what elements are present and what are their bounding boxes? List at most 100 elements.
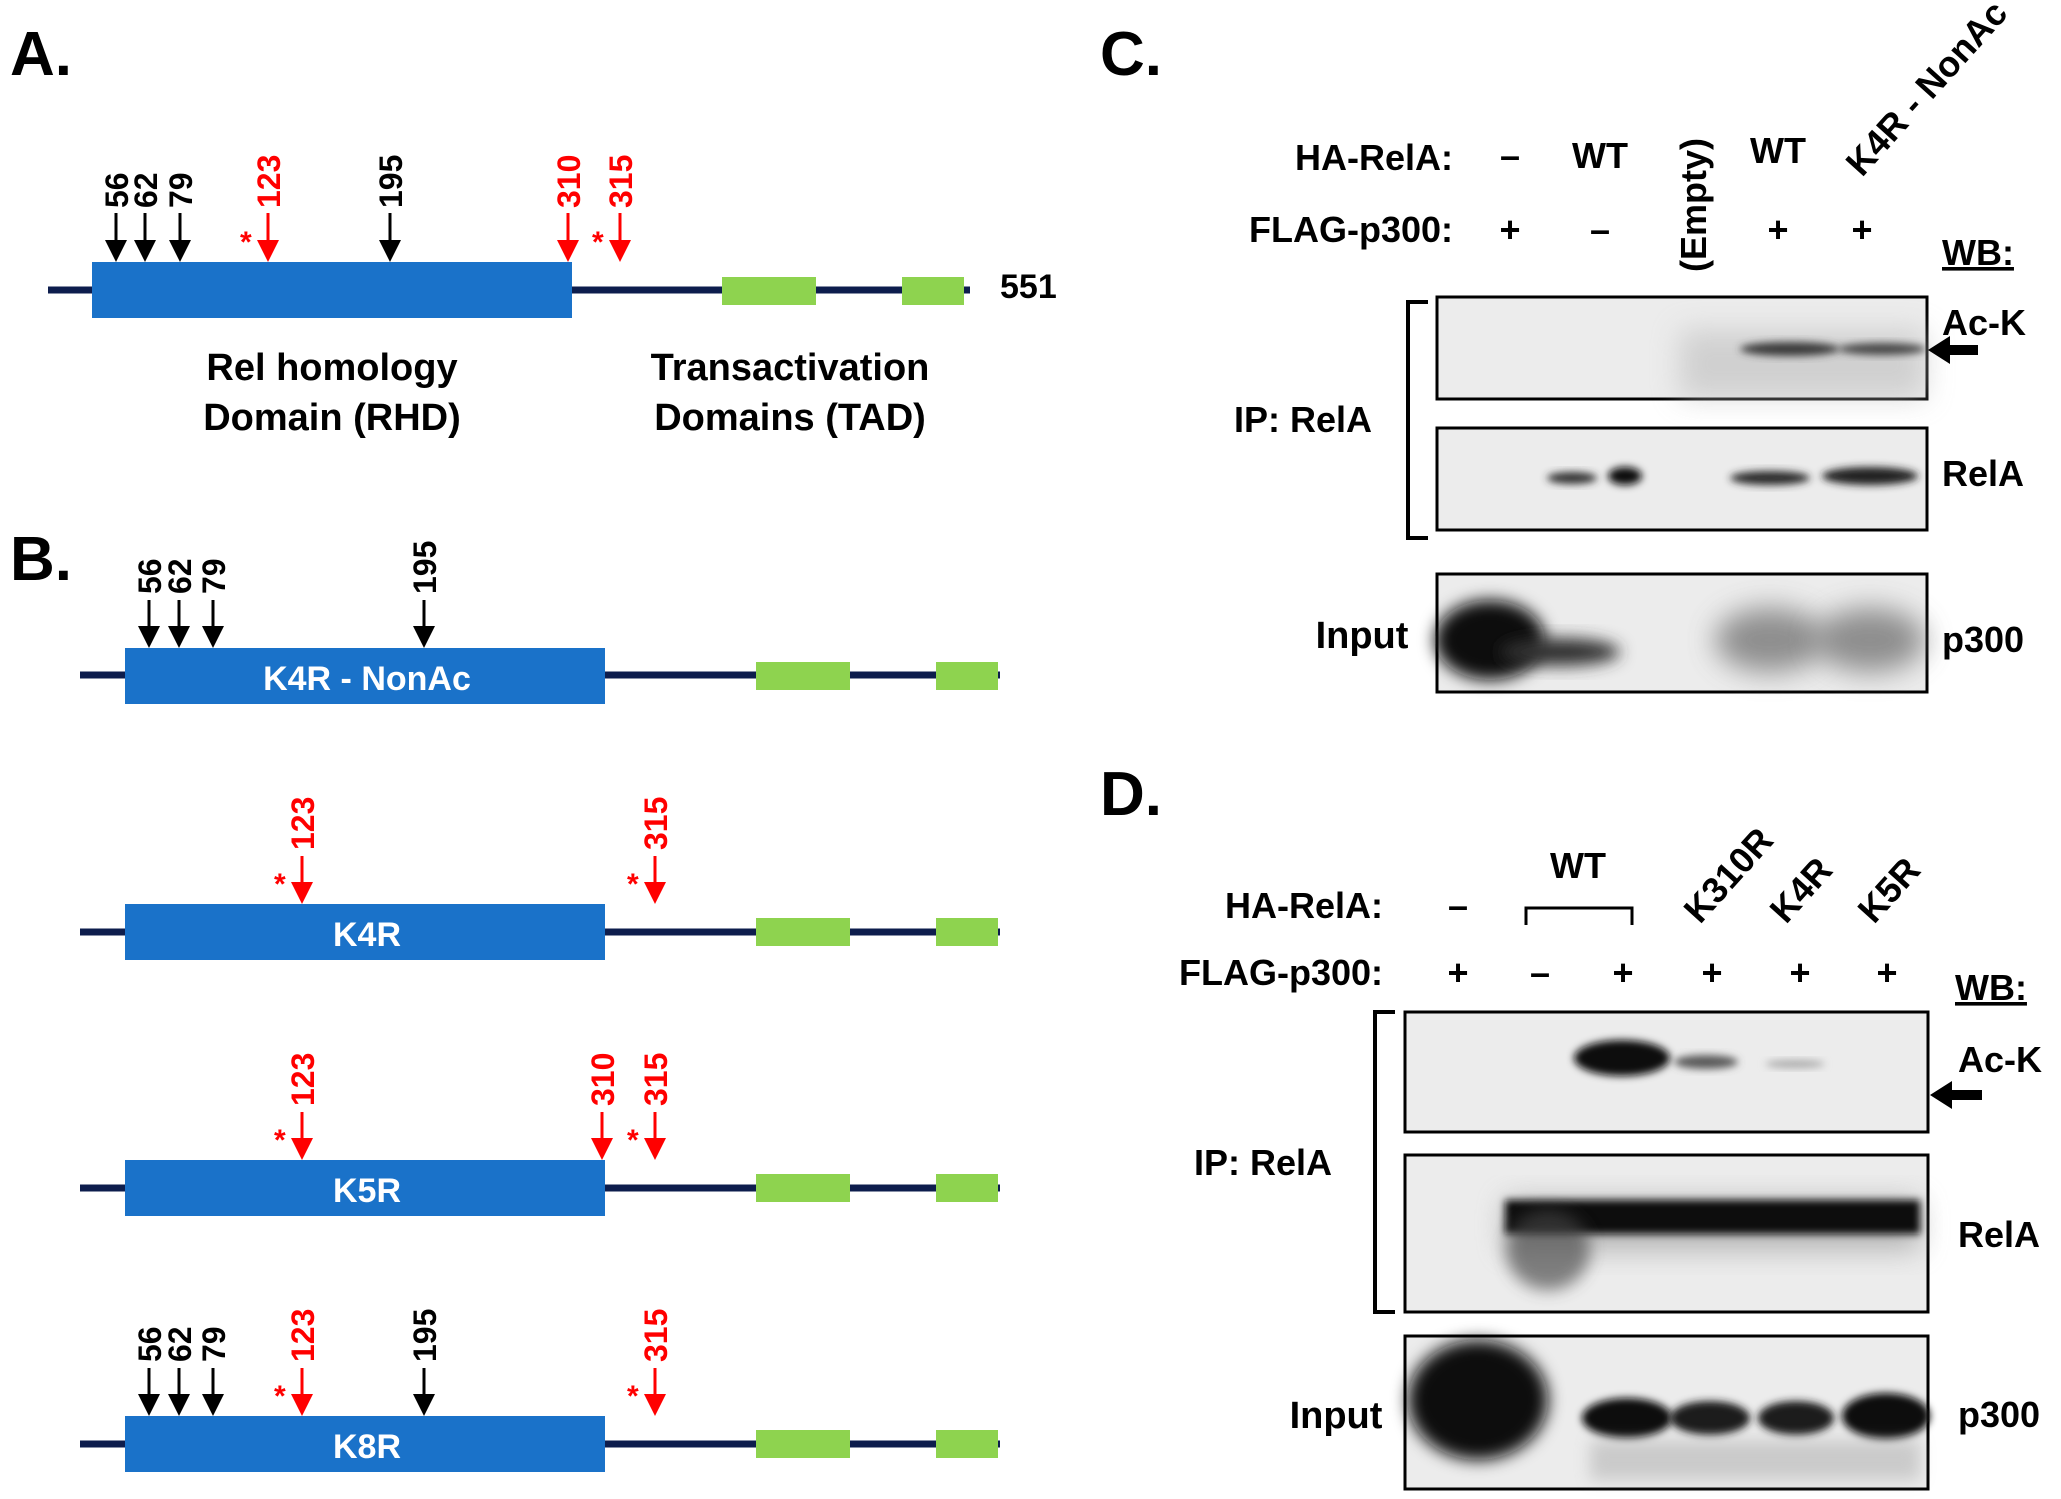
ha-lane-2: WT [1572, 135, 1628, 176]
ha-lane-4: K4R [1761, 849, 1840, 930]
construct-k4r-nonac: K4R - NonAc 56 62 79 195 [80, 541, 1000, 704]
site-label: 315 [638, 1053, 674, 1106]
blot-d-rela-label: RelA [1958, 1214, 2040, 1255]
tad-label-line1: Transactivation [651, 347, 930, 389]
blot-ac-k [1403, 1010, 1930, 1134]
star-marker: * [627, 1380, 639, 1413]
blot-rela [1435, 426, 1929, 532]
star-marker: * [592, 226, 604, 259]
site-label: 62 [162, 558, 198, 594]
flag-p300-label: FLAG-p300: [1179, 952, 1383, 993]
flag-lane-6: + [1876, 952, 1897, 993]
ha-lane-5: K4R - NonAc [1837, 0, 2015, 183]
input-label: Input [1290, 1395, 1383, 1437]
flag-lane-5: + [1789, 952, 1810, 993]
blot-p300 [1435, 572, 1929, 694]
arrow-icon [1928, 336, 1978, 364]
ha-lane-5: K5R [1849, 849, 1928, 930]
rhd-domain [92, 262, 572, 318]
blot-p300 [1403, 1334, 1930, 1491]
input-label: Input [1316, 615, 1409, 657]
ip-bracket [1373, 1010, 1395, 1314]
site-label: 62 [162, 1326, 198, 1362]
ha-lane-3: K310R [1675, 820, 1780, 931]
construct-name: K8R [333, 1428, 401, 1466]
ha-lane-4: WT [1750, 130, 1806, 171]
panel-a: A. 551 56 62 79 123 * 195 [10, 20, 1057, 439]
blot-d-acK-label: Ac-K [1958, 1039, 2042, 1080]
site-label: 310 [551, 155, 587, 208]
ha-lane-3: (Empty) [1673, 138, 1714, 272]
flag-p300-label: FLAG-p300: [1249, 209, 1453, 250]
panel-b: B. K4R - NonAc 56 62 79 195 K4R 123 [10, 525, 1000, 1472]
site-label: 315 [638, 797, 674, 850]
ha-lane-2: WT [1550, 845, 1606, 886]
star-marker: * [627, 868, 639, 901]
site-label: 310 [585, 1053, 621, 1106]
site-label: 195 [373, 155, 409, 208]
ha-lane-1: – [1448, 885, 1468, 926]
ip-label: IP: RelA [1194, 1142, 1332, 1183]
flag-lane-3: + [1612, 952, 1633, 993]
star-marker: * [627, 1124, 639, 1157]
site-label: 195 [407, 1309, 443, 1362]
wb-label: WB: [1942, 232, 2014, 273]
construct-name: K5R [333, 1172, 401, 1210]
ha-rela-label: HA-RelA: [1295, 137, 1453, 178]
blot-rela [1403, 1153, 1930, 1314]
construct-k4r: K4R 123 * 315 * [80, 797, 1000, 960]
star-marker: * [274, 1380, 286, 1413]
ha-lane-1: – [1500, 135, 1520, 176]
star-marker: * [240, 226, 252, 259]
blot-ac-k [1435, 295, 1929, 401]
ip-bracket [1406, 300, 1428, 540]
blot-c-p300-label: p300 [1942, 619, 2024, 660]
site-label: 62 [128, 172, 164, 208]
site-label: 123 [251, 155, 287, 208]
tad-domain-2 [902, 277, 964, 305]
tad-domain-1 [722, 277, 816, 305]
rhd-label-line1: Rel homology [206, 347, 457, 389]
site-label: 195 [407, 541, 443, 594]
site-label: 123 [285, 797, 321, 850]
tad-label-line2: Domains (TAD) [654, 397, 926, 439]
panel-d-label: D. [1100, 760, 1162, 829]
wb-label: WB: [1955, 967, 2027, 1008]
construct-k5r: K5R 123 * 310 315 * [80, 1053, 1000, 1216]
construct-name: K4R - NonAc [263, 660, 471, 698]
arrow-icon [1930, 1081, 1982, 1109]
protein-length-label: 551 [1000, 268, 1057, 306]
flag-lane-4: + [1701, 952, 1722, 993]
panel-a-sites: 56 62 79 123 * 195 310 315 [99, 155, 639, 262]
site-label: 79 [163, 172, 199, 208]
site-label: 123 [285, 1309, 321, 1362]
rhd-label-line2: Domain (RHD) [203, 397, 461, 439]
site-label: 79 [196, 1326, 232, 1362]
panel-a-label: A. [10, 20, 72, 89]
construct-k8r: K8R 56 62 79 123 * 195 315 * [80, 1309, 1000, 1472]
site-label: 56 [132, 1326, 168, 1362]
site-label: 315 [638, 1309, 674, 1362]
site-label: 56 [99, 172, 135, 208]
star-marker: * [274, 1124, 286, 1157]
wt-bracket [1524, 906, 1634, 925]
flag-lane-1: + [1499, 209, 1520, 250]
flag-lane-4: + [1767, 209, 1788, 250]
flag-lane-2: – [1590, 209, 1610, 250]
blot-c-acK-label: Ac-K [1942, 302, 2026, 343]
flag-lane-5: + [1851, 209, 1872, 250]
site-label: 315 [603, 155, 639, 208]
site-label: 79 [196, 558, 232, 594]
panel-d: D. HA-RelA: – WT K310R K4R K5R FLAG-p300… [1100, 760, 2042, 1491]
flag-lane-1: + [1447, 952, 1468, 993]
construct-name: K4R [333, 916, 401, 954]
blot-d-p300-label: p300 [1958, 1394, 2040, 1435]
panel-c: C. HA-RelA: – WT (Empty) WT K4R - NonAc … [1100, 0, 2026, 694]
panel-b-label: B. [10, 525, 72, 594]
ip-label: IP: RelA [1234, 399, 1372, 440]
star-marker: * [274, 868, 286, 901]
panel-c-label: C. [1100, 20, 1162, 89]
flag-lane-2: – [1530, 952, 1550, 993]
site-label: 56 [132, 558, 168, 594]
